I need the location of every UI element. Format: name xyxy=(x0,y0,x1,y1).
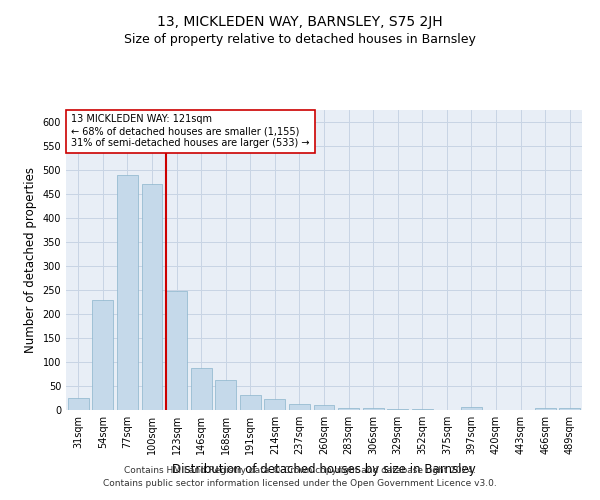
Bar xyxy=(68,398,89,410)
Bar xyxy=(92,300,113,410)
Bar xyxy=(117,175,138,410)
Text: 13, MICKLEDEN WAY, BARNSLEY, S75 2JH: 13, MICKLEDEN WAY, BARNSLEY, S75 2JH xyxy=(157,15,443,29)
Bar xyxy=(289,404,310,410)
Bar xyxy=(166,291,187,410)
Bar xyxy=(265,400,286,410)
Bar xyxy=(142,184,163,410)
Bar xyxy=(535,408,556,410)
Bar xyxy=(559,408,580,410)
Bar xyxy=(412,408,433,410)
Text: 13 MICKLEDEN WAY: 121sqm
← 68% of detached houses are smaller (1,155)
31% of sem: 13 MICKLEDEN WAY: 121sqm ← 68% of detach… xyxy=(71,114,310,148)
Bar xyxy=(387,408,408,410)
Text: Contains HM Land Registry data © Crown copyright and database right 2024.
Contai: Contains HM Land Registry data © Crown c… xyxy=(103,466,497,487)
Bar xyxy=(215,380,236,410)
Bar xyxy=(191,368,212,410)
Bar xyxy=(338,408,359,410)
Bar xyxy=(461,407,482,410)
Bar xyxy=(240,394,261,410)
Bar xyxy=(362,408,383,410)
X-axis label: Distribution of detached houses by size in Barnsley: Distribution of detached houses by size … xyxy=(172,462,476,475)
Text: Size of property relative to detached houses in Barnsley: Size of property relative to detached ho… xyxy=(124,32,476,46)
Y-axis label: Number of detached properties: Number of detached properties xyxy=(24,167,37,353)
Bar xyxy=(314,405,334,410)
